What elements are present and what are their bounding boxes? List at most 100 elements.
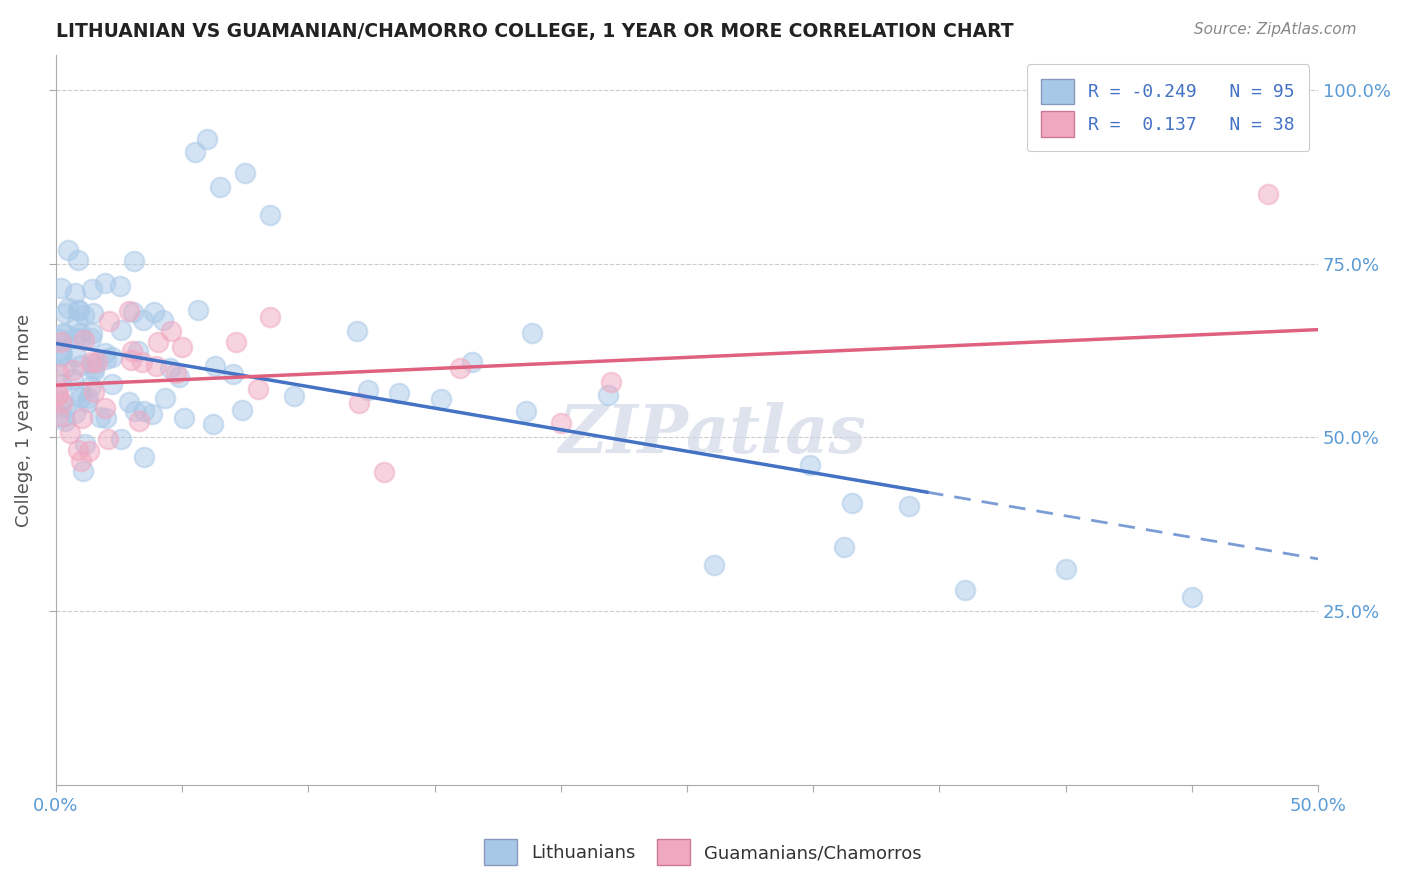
Point [77,391,100,405]
Point [131,355,153,369]
Point [208,180,231,194]
Point [373,465,395,479]
Point [48,387,70,401]
Point [515,404,537,418]
Point [159,361,181,376]
Point [63,406,86,420]
Point [110,432,132,446]
Point [108,279,131,293]
Point [124,404,146,418]
Point [55,326,77,341]
Point [357,384,380,398]
Point [120,353,142,368]
Point [79,331,101,345]
Point [82,357,104,371]
Point [231,403,253,417]
Point [70,410,93,425]
Point [449,360,471,375]
Point [79,354,101,368]
Point [97,314,120,328]
Point [49,393,72,408]
Point [153,391,176,405]
Point [283,389,305,403]
Point [48,388,70,402]
Point [173,410,195,425]
Point [93,401,115,415]
Y-axis label: College, 1 year or more: College, 1 year or more [15,313,32,526]
Point [62,363,84,377]
Point [94,345,117,359]
Point [55,360,77,375]
Point [195,131,218,145]
Point [703,558,725,573]
Point [70,331,93,345]
Point [48,409,70,424]
Point [66,303,89,318]
Point [101,350,124,364]
Point [66,443,89,458]
Point [51,347,73,361]
Point [76,395,98,409]
Point [51,396,73,410]
Point [49,332,72,346]
Point [141,407,163,421]
Point [63,331,86,345]
Text: LITHUANIAN VS GUAMANIAN/CHAMORRO COLLEGE, 1 YEAR OR MORE CORRELATION CHART: LITHUANIAN VS GUAMANIAN/CHAMORRO COLLEGE… [56,22,1014,41]
Point [122,305,145,319]
Point [204,359,226,373]
Point [80,282,103,296]
Point [121,344,143,359]
Point [53,305,76,319]
Point [222,368,245,382]
Point [1181,590,1204,604]
Point [72,464,94,478]
Legend: R = -0.249   N = 95, R =  0.137   N = 38: R = -0.249 N = 95, R = 0.137 N = 38 [1026,64,1309,152]
Point [461,355,484,369]
Point [79,379,101,393]
Point [62,372,84,386]
Point [73,308,96,322]
Point [52,326,75,341]
Point [225,335,247,350]
Point [346,324,368,338]
Point [172,340,194,354]
Point [67,253,90,268]
Point [122,254,145,268]
Point [259,310,281,324]
Point [101,376,124,391]
Point [56,301,79,315]
Point [63,286,86,301]
Point [841,496,863,510]
Point [97,433,120,447]
Point [49,349,72,363]
Point [65,349,87,363]
Point [1257,187,1279,202]
Point [898,500,921,514]
Point [596,388,619,402]
Point [152,312,174,326]
Point [94,410,117,425]
Point [94,351,117,366]
Text: Source: ZipAtlas.com: Source: ZipAtlas.com [1194,22,1357,37]
Point [89,410,111,425]
Legend: Lithuanians, Guamanians/Chamorros: Lithuanians, Guamanians/Chamorros [475,830,931,874]
Point [49,281,72,295]
Point [799,458,821,472]
Point [165,366,187,380]
Point [83,384,105,399]
Point [49,334,72,349]
Point [59,425,82,440]
Point [79,444,101,458]
Point [246,382,269,396]
Point [69,326,91,341]
Point [233,166,256,180]
Point [73,333,96,347]
Point [52,410,75,425]
Point [66,314,89,328]
Point [70,453,93,467]
Point [83,364,105,378]
Point [160,324,183,338]
Point [1054,562,1077,576]
Point [259,208,281,222]
Point [132,404,155,418]
